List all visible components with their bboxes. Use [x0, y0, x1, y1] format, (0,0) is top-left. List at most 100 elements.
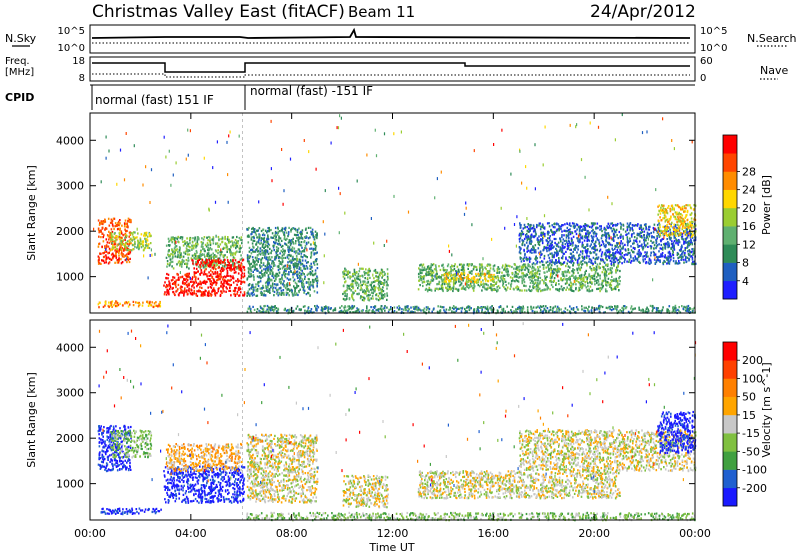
power-cell — [528, 231, 530, 233]
power-cell — [260, 288, 262, 290]
power-cell — [609, 285, 611, 287]
power-cell — [523, 285, 525, 287]
power-cell — [298, 253, 300, 255]
power-cell — [260, 239, 262, 241]
power-cell — [557, 289, 559, 291]
power-cell — [202, 246, 204, 248]
power-cell — [371, 292, 373, 294]
power-cell — [197, 236, 199, 238]
power-cell — [310, 283, 312, 285]
power-cell — [364, 277, 366, 279]
power-cell — [138, 305, 140, 307]
power-cell — [181, 292, 183, 294]
power-cell — [387, 276, 389, 278]
power-cell — [302, 259, 304, 261]
power-cell — [588, 274, 590, 276]
power-cell — [108, 231, 110, 233]
power-cell — [535, 233, 537, 235]
power-cell — [253, 293, 255, 295]
power-cell — [625, 231, 627, 233]
power-cell — [259, 234, 261, 236]
power-cell — [457, 266, 459, 268]
power-cell — [360, 287, 362, 289]
power-cell — [474, 278, 476, 280]
power-cell — [203, 282, 205, 284]
power-cell — [292, 227, 294, 229]
power-cell — [271, 256, 273, 258]
power-cell — [182, 241, 184, 243]
power-cell — [178, 294, 180, 296]
power-cell — [462, 287, 464, 289]
power-cell — [213, 282, 215, 284]
power-cell — [185, 251, 187, 253]
power-cell — [552, 261, 554, 263]
power-cell — [373, 281, 375, 283]
power-cell — [271, 286, 273, 288]
power-cell — [582, 260, 584, 262]
power-cell — [269, 256, 271, 258]
power-cell — [258, 253, 260, 255]
freq-units: [MHz] — [5, 67, 34, 78]
power-cell — [288, 251, 290, 253]
power-cell — [354, 271, 356, 273]
power-cell — [260, 248, 262, 250]
power-cell — [634, 255, 636, 257]
power-cell — [514, 264, 516, 266]
power-cell — [256, 230, 258, 232]
power-cell — [584, 281, 586, 283]
power-cell — [346, 289, 348, 291]
power-cell — [282, 283, 284, 285]
power-cell — [615, 252, 617, 254]
power-cell — [316, 275, 318, 277]
power-cell — [606, 290, 608, 292]
power-cell — [657, 224, 659, 226]
power-cell — [165, 285, 167, 287]
power-cell — [384, 279, 386, 281]
power-cell — [494, 264, 496, 266]
power-cell — [555, 284, 557, 286]
power-cell — [369, 277, 371, 279]
power-cell — [180, 287, 182, 289]
power-cell — [258, 239, 260, 241]
power-cell — [476, 282, 478, 284]
power-cell — [620, 253, 622, 255]
power-cell — [268, 227, 270, 229]
power-cell — [187, 253, 189, 255]
power-cell — [253, 240, 255, 242]
power-cell — [224, 238, 226, 240]
power-cell — [250, 267, 252, 269]
power-cell — [557, 265, 559, 267]
power-cell — [281, 240, 283, 242]
power-cell — [192, 292, 194, 294]
power-cell — [359, 270, 361, 272]
power-cell — [578, 277, 580, 279]
power-cell — [252, 256, 254, 258]
power-cell — [602, 280, 604, 282]
power-cell — [461, 272, 463, 274]
power-cell — [634, 236, 636, 238]
power-cell — [566, 230, 568, 232]
power-cell — [174, 277, 176, 279]
power-cell — [208, 236, 210, 238]
power-cell — [521, 267, 523, 269]
power-cell — [122, 255, 124, 257]
power-cell — [169, 282, 171, 284]
power-cell — [596, 280, 598, 282]
power-cell — [562, 249, 564, 251]
power-cell — [187, 292, 189, 294]
power-cell — [603, 243, 605, 245]
power-cell — [615, 261, 617, 263]
power-cell — [435, 288, 437, 290]
power-cell — [304, 290, 306, 292]
power-cell — [584, 240, 586, 242]
power-cell — [133, 301, 135, 303]
power-cell — [293, 264, 295, 266]
power-cell — [280, 257, 282, 259]
power-cell — [684, 249, 686, 251]
power-cell — [568, 288, 570, 290]
power-cell — [288, 233, 290, 235]
power-cell — [575, 275, 577, 277]
power-cell — [208, 295, 210, 297]
power-cell — [478, 284, 480, 286]
power-cell — [118, 250, 120, 252]
